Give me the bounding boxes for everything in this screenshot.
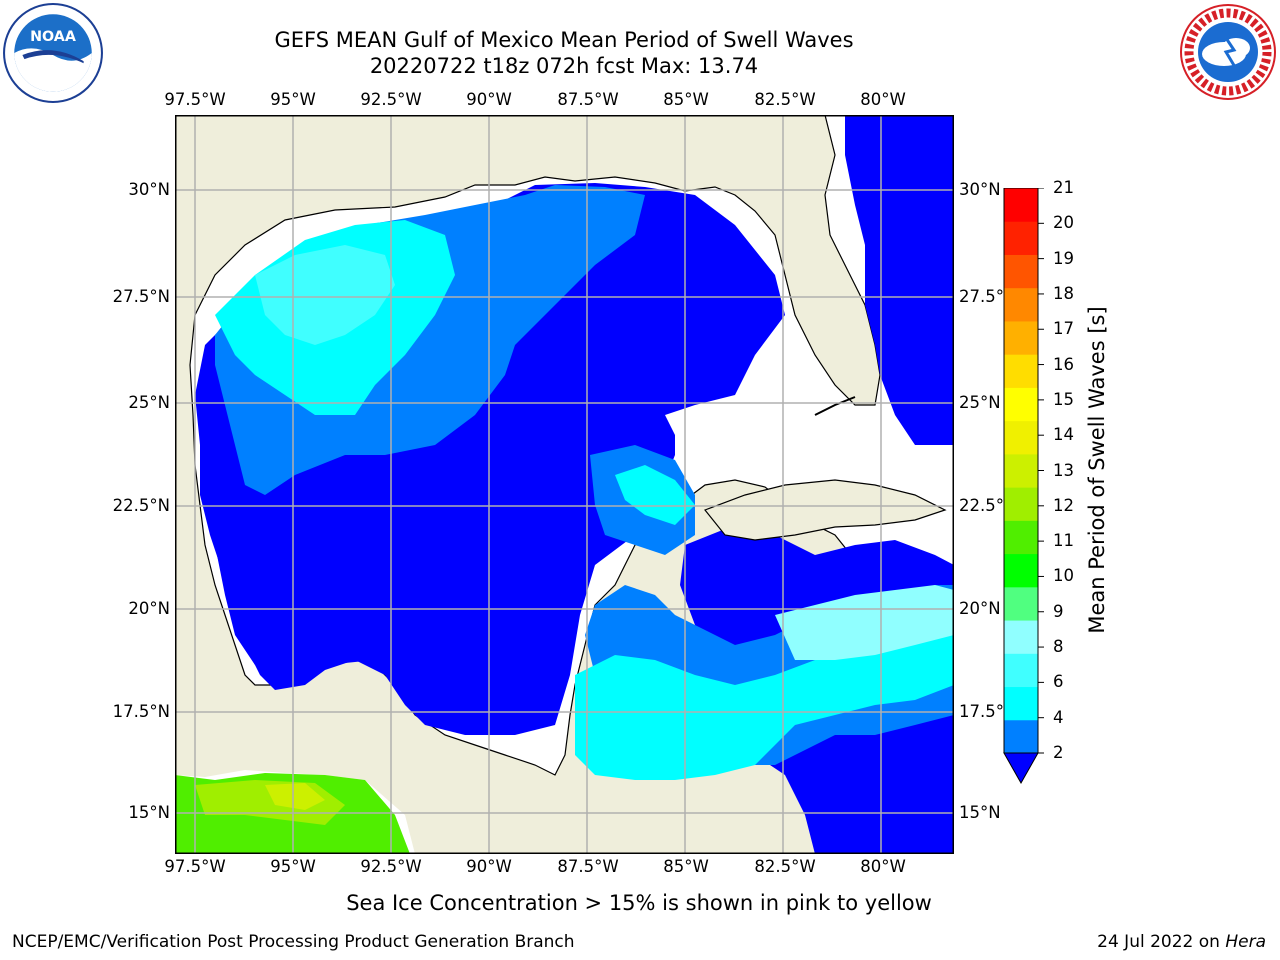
swell-2s-field-sw: [215, 515, 475, 675]
map-frame: [175, 115, 954, 854]
colorbar-tick-label: 2: [1053, 743, 1064, 762]
colorbar-bin: [1004, 287, 1038, 322]
colorbar-tick-label: 16: [1053, 354, 1074, 374]
colorbar-bin: [1004, 188, 1038, 222]
noaa-wordmark: NOAA: [30, 29, 76, 45]
lat-label-right: 22.5°: [959, 496, 1004, 515]
colorbar-tick-label: 11: [1053, 531, 1074, 551]
colorbar-bin: [1004, 453, 1038, 488]
colorbar-extend-min: [1003, 752, 1039, 785]
colorbar-tick-label: 6: [1053, 672, 1064, 692]
lon-label-bottom: 82.5°W: [754, 857, 816, 876]
lon-label-top: 97.5°W: [164, 90, 226, 109]
colorbar-bin: [1004, 653, 1038, 688]
lat-label-right: 25°N: [959, 393, 1001, 412]
colorbar-tick-label: 17: [1053, 319, 1074, 339]
swell-8s-field: [775, 585, 954, 660]
lat-lon-grid: [175, 115, 954, 854]
colorbar-bin: [1004, 586, 1038, 621]
lon-label-bottom: 85°W: [663, 857, 709, 876]
colorbar-bin: [1004, 719, 1038, 754]
colorbar-tick-label: 14: [1053, 425, 1074, 445]
lat-label-left: 20°N: [128, 599, 170, 618]
lat-label-left: 30°N: [128, 180, 170, 199]
lat-label-right: 30°N: [959, 180, 1001, 199]
colorbar-bin: [1004, 487, 1038, 521]
colorbar-tick-label: 15: [1053, 389, 1074, 409]
lon-label-bottom: 87.5°W: [557, 857, 619, 876]
colorbar-tick-label: 13: [1053, 460, 1074, 480]
colorbar-tick-label: 10: [1053, 566, 1074, 586]
nws-logo: [1180, 4, 1276, 100]
colorbar-bin: [1004, 553, 1038, 588]
lon-label-top: 82.5°W: [754, 90, 816, 109]
cuba-island: [704, 479, 947, 541]
colorbar-bin: [1004, 686, 1038, 721]
gulf-of-mexico-map: [175, 115, 954, 854]
sea-ice-note: Sea Ice Concentration > 15% is shown in …: [346, 891, 932, 915]
colorbar-bin: [1004, 620, 1038, 654]
date-text: 24 Jul 2022 on: [1097, 932, 1226, 952]
lon-label-top: 85°W: [663, 90, 709, 109]
lat-label-left: 27.5°N: [112, 287, 170, 306]
lat-label-right: 17.5°: [959, 702, 1004, 721]
colorbar-tick-label: 19: [1053, 248, 1074, 268]
swell-6s-field-yucatan: [615, 465, 695, 525]
map-title: GEFS MEAN Gulf of Mexico Mean Period of …: [274, 28, 854, 52]
colorbar-tick-label: 8: [1053, 637, 1064, 657]
colorbar-tick-label: 4: [1053, 707, 1064, 727]
lon-label-top: 92.5°W: [360, 90, 422, 109]
lon-label-bottom: 92.5°W: [360, 857, 422, 876]
lat-label-left: 15°N: [128, 803, 170, 822]
credit-line: NCEP/EMC/Verification Post Processing Pr…: [12, 932, 575, 952]
lat-label-right: 27.5°: [959, 287, 1004, 306]
colorbar-bin: [1004, 320, 1038, 355]
swell-2s-field-ne: [845, 115, 954, 445]
colorbar-bin: [1004, 420, 1038, 455]
lat-label-left: 22.5°N: [112, 496, 170, 515]
noaa-logo: NOAA: [3, 3, 103, 103]
lon-label-top: 90°W: [466, 90, 512, 109]
colorbar: [1003, 188, 1044, 785]
lat-label-left: 17.5°N: [112, 702, 170, 721]
colorbar-tick-label: 9: [1053, 601, 1064, 621]
swell-7s-field: [255, 245, 395, 345]
colorbar-tick-label: 12: [1053, 495, 1074, 515]
florida-keys: [814, 396, 856, 416]
colorbar-bin: [1004, 221, 1038, 255]
lon-label-top: 87.5°W: [557, 90, 619, 109]
lon-label-bottom: 95°W: [270, 857, 316, 876]
pacific-swell-field-yellow: [265, 783, 325, 810]
lon-label-top: 95°W: [270, 90, 316, 109]
map-subtitle: 20220722 t18z 072h fcst Max: 13.74: [369, 54, 759, 78]
colorbar-bin: [1004, 354, 1038, 388]
colorbar-tick-label: 18: [1053, 283, 1074, 303]
lon-label-bottom: 80°W: [860, 857, 906, 876]
colorbar-bin: [1004, 254, 1038, 289]
host-name: Hera: [1225, 932, 1266, 952]
colorbar-tick-label: 20: [1053, 213, 1074, 233]
lon-label-top: 80°W: [860, 90, 906, 109]
colorbar-bin: [1004, 520, 1038, 555]
lat-label-right: 15°N: [959, 803, 1001, 822]
lon-label-bottom: 90°W: [466, 857, 512, 876]
lat-label-right: 20°N: [959, 599, 1001, 618]
colorbar-label: Mean Period of Swell Waves [s]: [1085, 306, 1109, 634]
lon-label-bottom: 97.5°W: [164, 857, 226, 876]
colorbar-bin: [1004, 387, 1038, 422]
lat-label-left: 25°N: [128, 393, 170, 412]
date-line: 24 Jul 2022 on Hera: [1097, 932, 1266, 952]
colorbar-tick-label: 21: [1053, 178, 1074, 197]
